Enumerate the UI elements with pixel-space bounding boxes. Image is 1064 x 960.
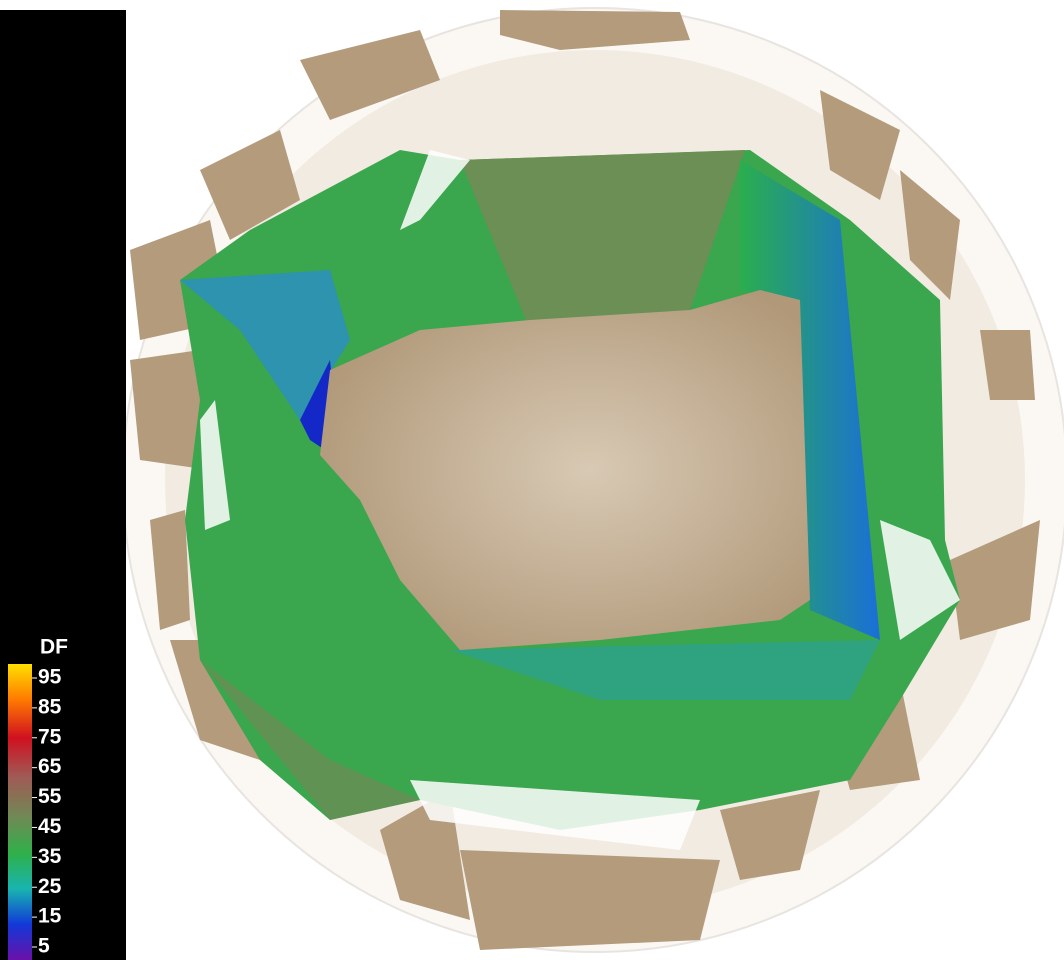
legend-title: DF	[40, 636, 68, 659]
legend-tick-label: 25	[38, 875, 62, 898]
legend-tick-label: 45	[38, 815, 62, 838]
color-bar	[8, 664, 32, 960]
scene-drawing	[122, 7, 1064, 953]
legend-tick-label: 85	[38, 695, 62, 718]
legend-tick-label: 55	[38, 785, 62, 808]
legend-tick-label: 65	[38, 755, 62, 778]
legend: DF	[0, 10, 126, 960]
legend-tick-label: 95	[38, 666, 62, 689]
legend-tick-label: 35	[38, 845, 62, 868]
legend-tick-label: 5	[38, 935, 50, 958]
legend-tick-label: 15	[38, 905, 62, 928]
legend-tick-label: 75	[38, 725, 62, 748]
